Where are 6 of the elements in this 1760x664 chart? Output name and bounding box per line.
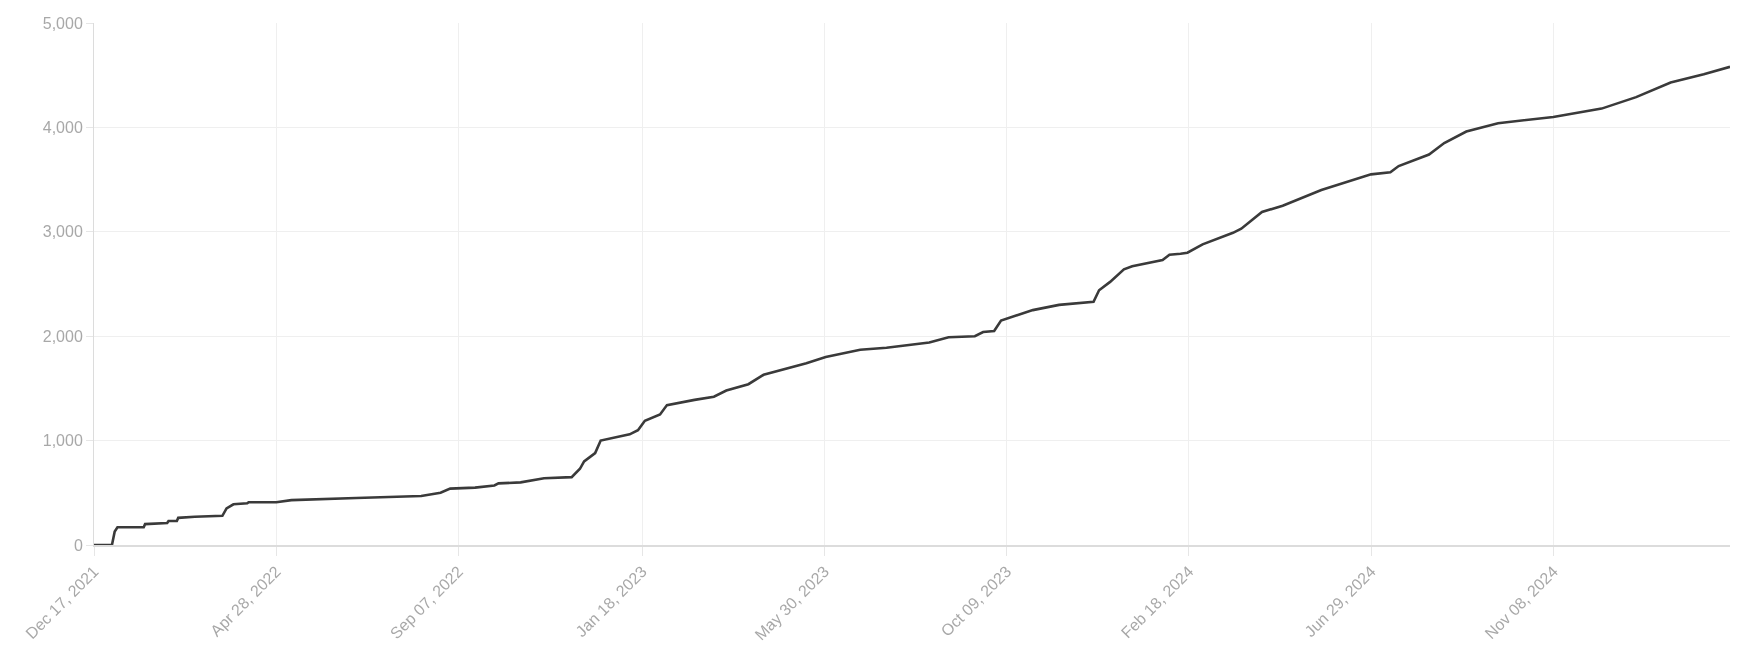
y-tick-label: 2,000 <box>42 327 83 345</box>
y-tick-label: 3,000 <box>42 223 83 241</box>
y-tick-label: 1,000 <box>42 432 83 450</box>
y-tick-label: 0 <box>73 536 83 554</box>
y-tick-label: 4,000 <box>42 119 83 136</box>
y-tick-label: 5,000 <box>42 14 83 32</box>
